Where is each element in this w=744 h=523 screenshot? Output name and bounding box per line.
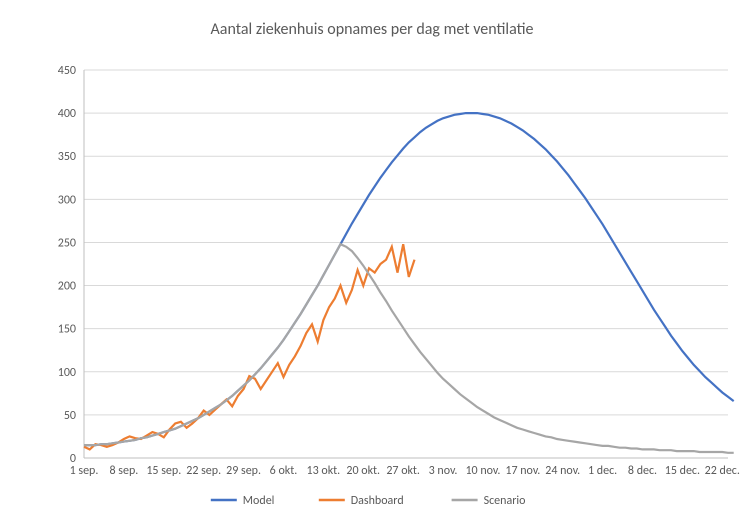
y-tick-label: 100 [58, 366, 76, 380]
x-tick-label: 15 dec. [665, 464, 700, 478]
legend-label: Model [243, 494, 275, 508]
x-tick-label: 3 nov. [429, 464, 458, 478]
y-tick-label: 50 [64, 409, 76, 423]
y-tick-label: 250 [58, 236, 76, 250]
x-tick-label: 13 okt. [307, 464, 341, 478]
series-dashboard [84, 244, 415, 449]
x-tick-label: 10 nov. [465, 464, 500, 478]
x-tick-label: 29 sep. [226, 464, 261, 478]
y-tick-label: 450 [58, 64, 76, 78]
x-tick-label: 8 sep. [109, 464, 138, 478]
x-tick-label: 22 dec. [705, 464, 740, 478]
y-tick-label: 350 [58, 150, 76, 164]
x-tick-label: 6 okt. [270, 464, 298, 478]
x-tick-label: 24 nov. [545, 464, 580, 478]
x-tick-label: 22 sep. [186, 464, 221, 478]
x-tick-label: 1 dec. [588, 464, 617, 478]
series-model [84, 113, 734, 445]
x-tick-label: 27 okt. [386, 464, 420, 478]
y-tick-label: 200 [58, 280, 76, 294]
x-tick-label: 1 sep. [70, 464, 99, 478]
x-tick-label: 15 sep. [146, 464, 181, 478]
y-tick-label: 300 [58, 193, 76, 207]
x-tick-label: 17 nov. [505, 464, 540, 478]
y-tick-label: 400 [58, 107, 76, 121]
legend-label: Dashboard [351, 494, 404, 508]
legend-label: Scenario [484, 494, 526, 508]
line-chart: 0501001502002503003504004501 sep.8 sep.1… [0, 0, 744, 523]
x-tick-label: 8 dec. [628, 464, 657, 478]
x-tick-label: 20 okt. [346, 464, 380, 478]
y-tick-label: 150 [58, 323, 76, 337]
